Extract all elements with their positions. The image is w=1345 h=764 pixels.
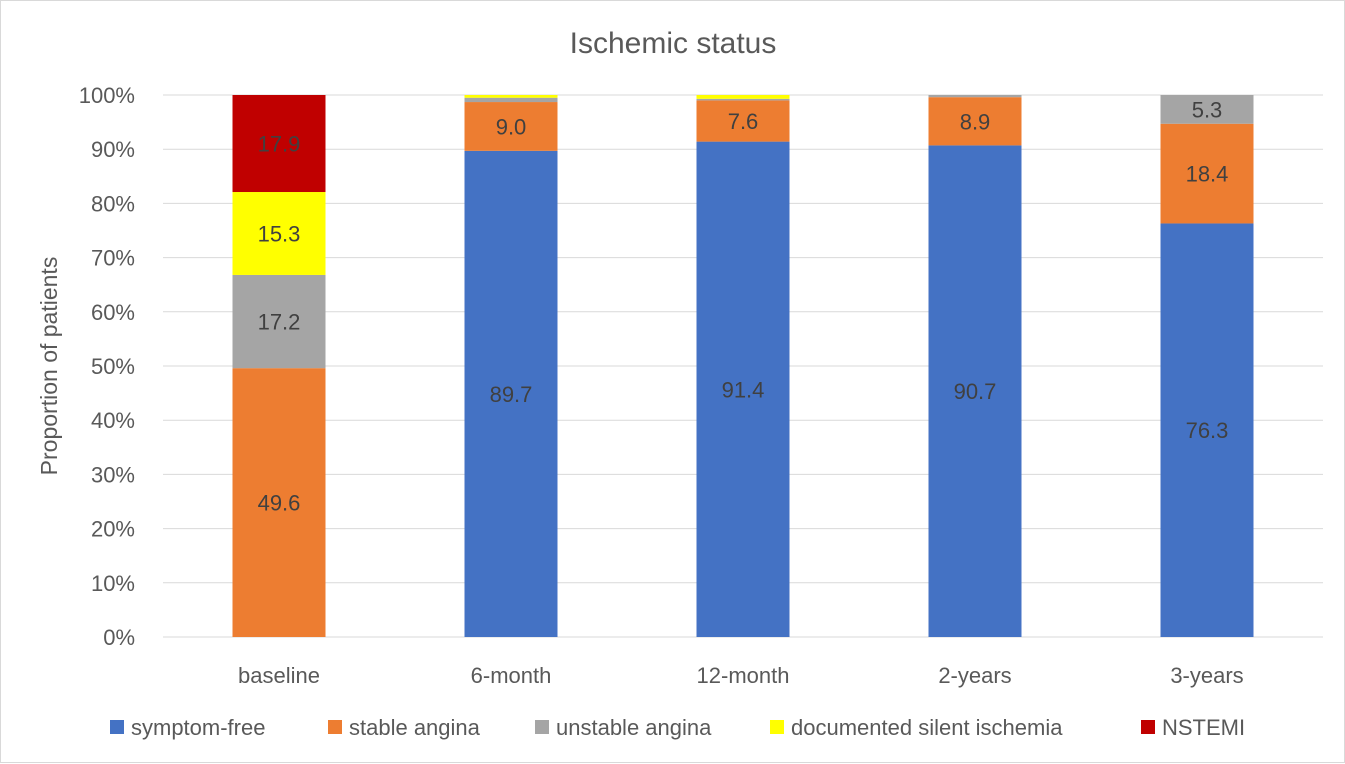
bar-segment [464, 102, 558, 151]
y-axis-label: Proportion of patients [36, 257, 62, 476]
bar-segment [1160, 223, 1254, 638]
data-label: 18.4 [1186, 162, 1229, 187]
legend-swatch [328, 720, 342, 734]
y-tick-label: 70% [91, 246, 135, 271]
legend-label: unstable angina [556, 715, 712, 740]
data-label: 17.9 [258, 132, 301, 157]
legend-label: documented silent ischemia [791, 715, 1063, 740]
legend: symptom-free stable angina unstable angina… [110, 715, 1245, 740]
data-label: 91.4 [722, 377, 765, 402]
legend-label: symptom-free [131, 715, 265, 740]
legend-swatch [535, 720, 549, 734]
y-tick-label: 20% [91, 517, 135, 542]
y-tick-label: 50% [91, 354, 135, 379]
x-tick-label: 12-month [697, 663, 790, 688]
bar-segment [232, 274, 326, 369]
data-label: 8.9 [960, 109, 991, 134]
bar-segment [696, 98, 790, 101]
bar-segment [464, 150, 558, 638]
y-tick-label: 0% [103, 625, 135, 650]
data-label: 90.7 [954, 379, 997, 404]
y-tick-label: 40% [91, 408, 135, 433]
legend-swatch [770, 720, 784, 734]
y-tick-labels: 0% 10% 20% 30% 40% 50% 60% 70% 80% 90% 100% [79, 83, 135, 650]
y-tick-label: 60% [91, 300, 135, 325]
legend-label: NSTEMI [1162, 715, 1245, 740]
bar-segment [928, 145, 1022, 637]
bar-segment [928, 97, 1022, 146]
data-label: 49.6 [258, 491, 301, 516]
bar-segment [232, 95, 326, 193]
bar-segment [1160, 123, 1254, 224]
data-label: 89.7 [490, 382, 533, 407]
data-label: 17.2 [258, 310, 301, 335]
y-tick-label: 90% [91, 137, 135, 162]
y-tick-label: 80% [91, 191, 135, 216]
bar-segment [232, 368, 326, 637]
data-label: 5.3 [1192, 97, 1223, 122]
data-label: 15.3 [258, 221, 301, 246]
bar-segment [928, 95, 1022, 98]
x-tick-label: baseline [238, 663, 320, 688]
legend-swatch [1141, 720, 1155, 734]
y-tick-label: 30% [91, 462, 135, 487]
x-tick-labels: baseline 6-month 12-month 2-years 3-years [238, 663, 1244, 688]
x-tick-label: 2-years [938, 663, 1011, 688]
x-tick-label: 6-month [471, 663, 552, 688]
bar-segment [464, 95, 558, 98]
data-label: 76.3 [1186, 418, 1229, 443]
x-tick-label: 3-years [1170, 663, 1243, 688]
y-tick-label: 10% [91, 571, 135, 596]
bar-segment [696, 100, 790, 142]
data-labels: 49.6 17.2 15.3 17.9 89.7 9.0 91.4 7.6 90.7 8.9 76.… [258, 97, 1229, 515]
bar-series [232, 95, 1254, 638]
data-label: 7.6 [728, 109, 759, 134]
bar-segment [696, 95, 790, 99]
bar-segment [464, 97, 558, 103]
bar-segment [696, 141, 790, 637]
y-tick-label: 100% [79, 83, 135, 108]
bar-segment [1160, 95, 1254, 124]
legend-label: stable angina [349, 715, 481, 740]
chart-title: Ischemic status [570, 27, 777, 60]
bar-segment [232, 192, 326, 275]
legend-swatch [110, 720, 124, 734]
data-label: 9.0 [496, 114, 527, 139]
